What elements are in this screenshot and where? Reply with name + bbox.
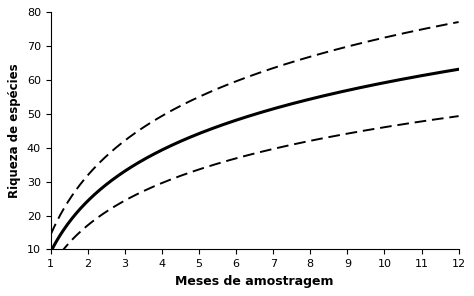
Y-axis label: Riqueza de espécies: Riqueza de espécies xyxy=(9,64,21,198)
X-axis label: Meses de amostragem: Meses de amostragem xyxy=(175,275,334,288)
